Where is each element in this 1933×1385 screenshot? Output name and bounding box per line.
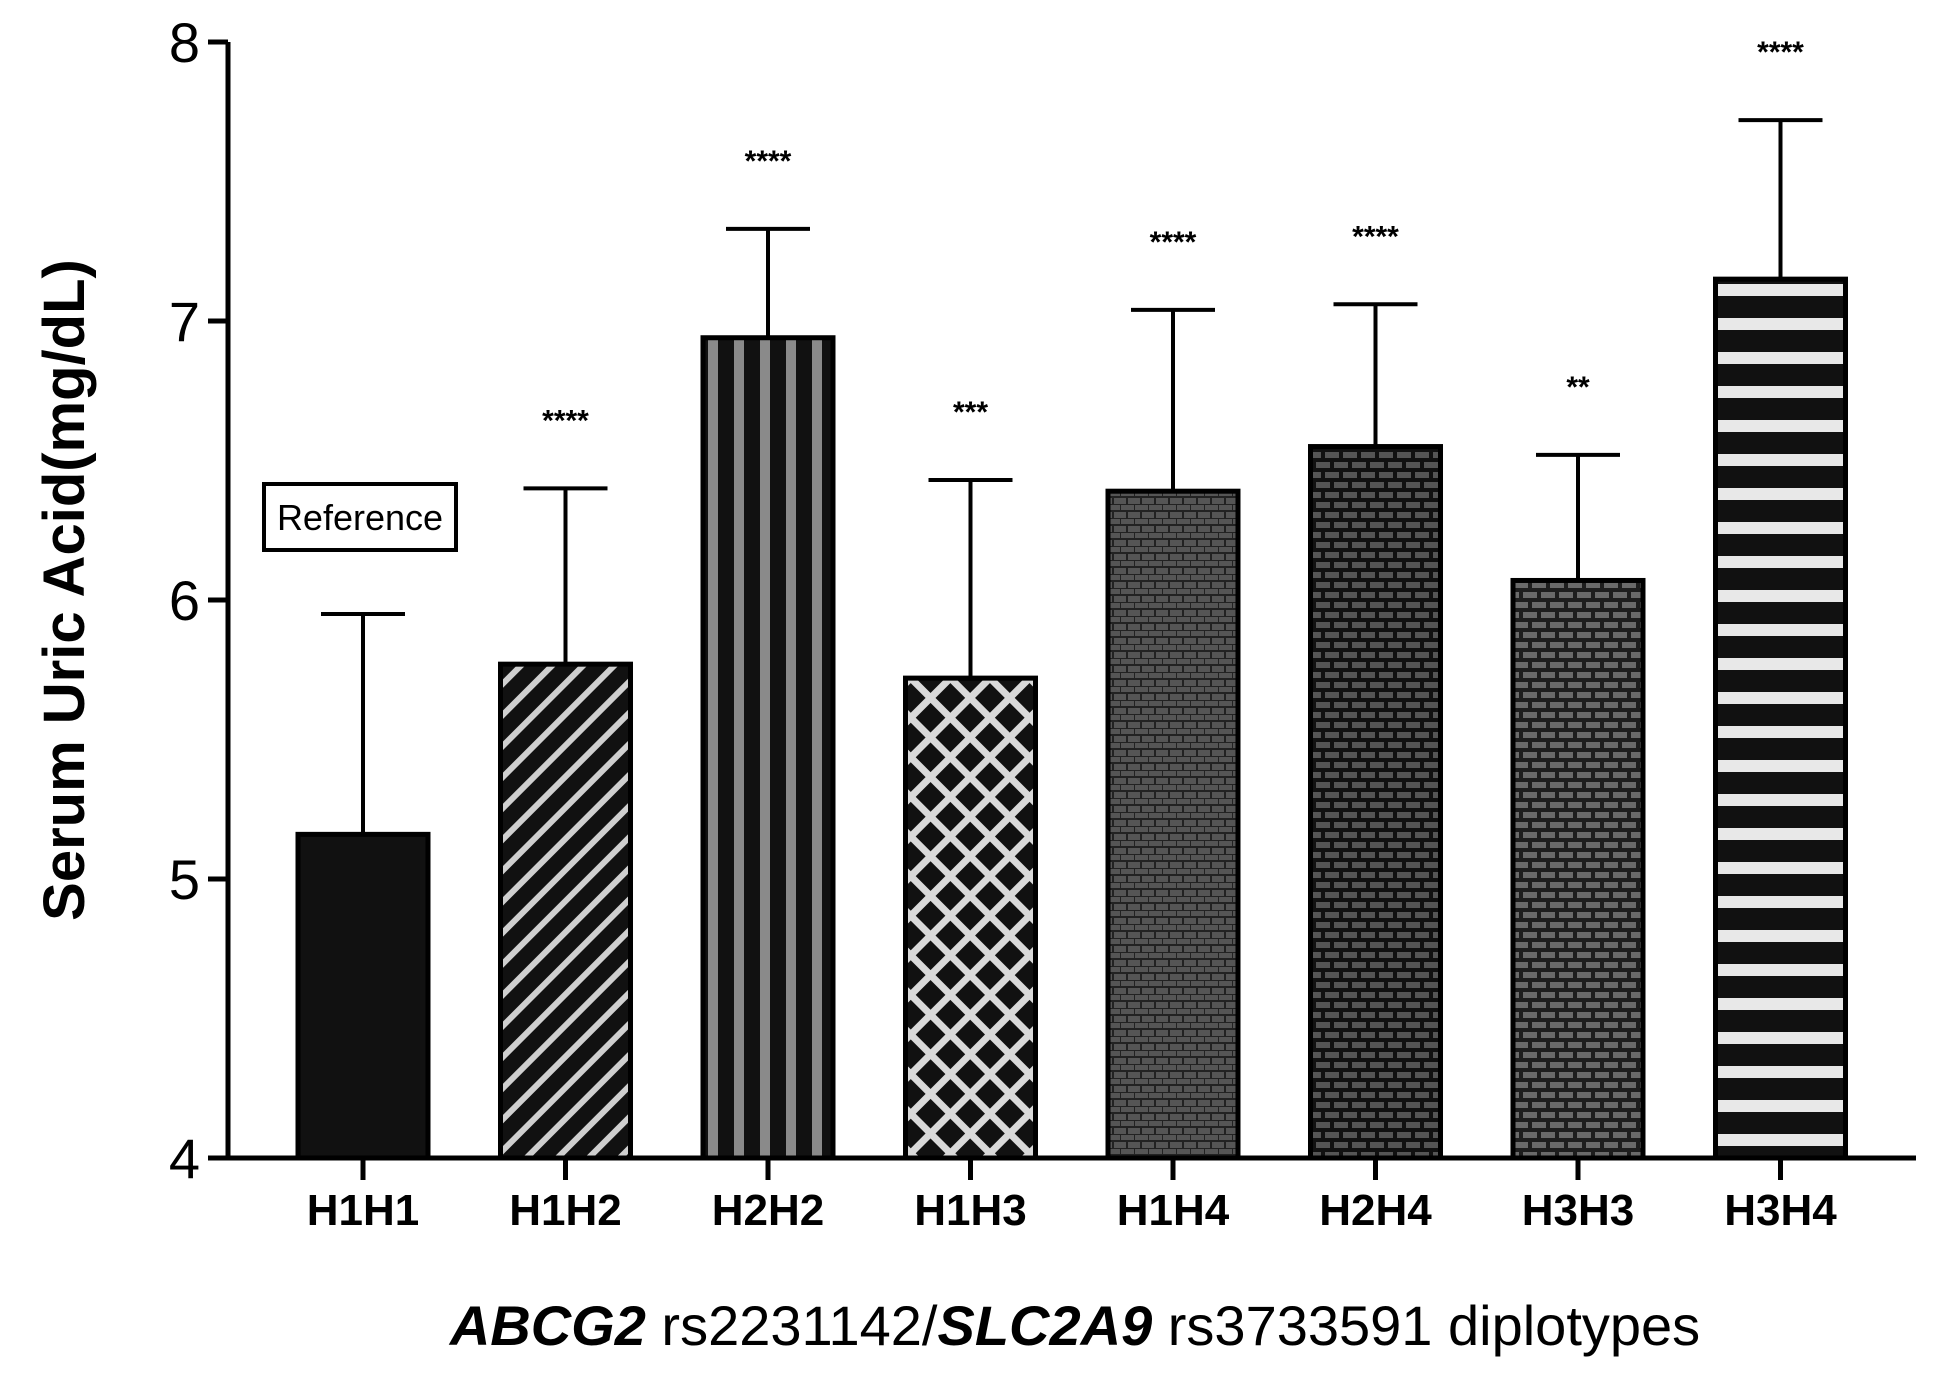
- x-tick-label-h1h2: H1H2: [509, 1186, 622, 1235]
- bars: *************** **********: [295, 36, 1848, 1161]
- y-tick-label: 8: [169, 11, 200, 74]
- bar-h1h1: [295, 831, 431, 1161]
- x-tick-label-h1h1: H1H1: [307, 1186, 420, 1235]
- significance-label-h2h2: ****: [745, 145, 792, 178]
- x-axis-title: ABCG2 rs2231142/SLC2A9 rs3733591 diploty…: [448, 1294, 1700, 1357]
- bar-h3h3: [1510, 577, 1646, 1161]
- x-ticks: H1H1 H1H2 H2H2 H1H3 H1H4 H2H4 H3H3 H3H4: [307, 1158, 1837, 1235]
- y-tick-label: 7: [169, 290, 200, 353]
- bar-h1h3: [903, 675, 1038, 1161]
- x-tick-label-h3h4: H3H4: [1724, 1186, 1837, 1235]
- x-tick-label-h2h2: H2H2: [712, 1186, 825, 1235]
- significance-label-h1h2: ****: [542, 404, 589, 437]
- reference-box: [262, 482, 458, 552]
- y-axis-title: Serum Uric Acid(mg/dL): [32, 259, 97, 921]
- significance-label-h3h3: **: [1566, 371, 1590, 404]
- bar-h1h4: [1105, 488, 1241, 1161]
- bar-h1h2: [498, 661, 633, 1161]
- reference-label: Reference: [277, 497, 443, 538]
- y-tick-label: 5: [169, 848, 200, 911]
- y-tick-label: 4: [169, 1127, 200, 1190]
- significance-label-h2h4: ****: [1352, 220, 1399, 253]
- x-tick-label-h2h4: H2H4: [1319, 1186, 1432, 1235]
- significance-label-h3h4: ****: [1757, 36, 1804, 69]
- y-tick-label: 6: [169, 569, 200, 632]
- significance-label-h1h4: ****: [1150, 226, 1197, 259]
- bar-h2h2: [700, 335, 836, 1161]
- x-axis-title-part: SLC2A9: [937, 1294, 1152, 1357]
- x-tick-label-h1h4: H1H4: [1117, 1186, 1230, 1235]
- significance-label-h1h3: ***: [953, 396, 988, 429]
- x-tick-label-h3h3: H3H3: [1522, 1186, 1635, 1235]
- x-axis-title-part: rs3733591 diplotypes: [1152, 1294, 1700, 1357]
- bar-h2h4: [1308, 444, 1443, 1161]
- y-ticks: 4 5 6 7 8: [169, 11, 228, 1190]
- x-tick-label-h1h3: H1H3: [914, 1186, 1027, 1235]
- x-axis-title-part: rs2231142/: [646, 1294, 938, 1357]
- bar-h3h4: [1713, 276, 1848, 1161]
- reference-annotation: Reference: [262, 482, 458, 552]
- x-axis-title-part: ABCG2: [448, 1294, 646, 1357]
